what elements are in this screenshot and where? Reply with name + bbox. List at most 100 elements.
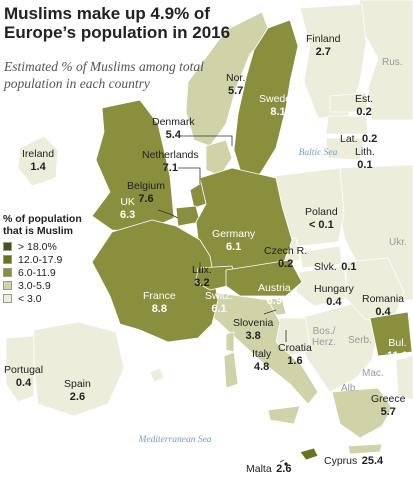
- country-slovakia: [299, 245, 343, 269]
- label-poland: Poland < 0.1: [305, 206, 338, 232]
- country-name: Malta: [246, 463, 272, 475]
- country-name: Slovenia: [233, 317, 274, 329]
- country-value: 0.2: [356, 106, 372, 118]
- country-turkey-east: [395, 354, 413, 401]
- legend-swatch: [3, 281, 12, 290]
- country-sardinia: [223, 351, 239, 389]
- country-value: 4.8: [253, 361, 270, 373]
- country-spain-islands: [149, 367, 165, 383]
- label-portugal: Portugal 0.4: [4, 364, 43, 390]
- label-ireland: Ireland 1.4: [22, 148, 54, 174]
- label-spain: Spain 2.6: [64, 378, 91, 404]
- country-name: France: [143, 290, 176, 302]
- country-value: 8.1: [270, 106, 286, 118]
- dot-malta: [284, 462, 288, 466]
- country-value: 1.4: [30, 161, 46, 173]
- country-value: 6.1: [225, 241, 242, 253]
- label-finland: Finland 2.7: [306, 33, 340, 59]
- label-luxembourg: Lux. 3.2: [192, 264, 212, 290]
- country-name: Netherlands: [142, 149, 199, 161]
- country-latvia: [325, 115, 369, 135]
- label-romania: Romania 0.4: [362, 293, 404, 319]
- country-name: Finland: [306, 33, 341, 45]
- label-switzerland: Switz. 6.1: [205, 290, 233, 316]
- label-baltic-sea: Baltic Sea: [298, 148, 338, 158]
- label-austria: Austria 6.9: [258, 282, 291, 308]
- country-name: Germany: [212, 228, 256, 240]
- legend-swatch: [3, 255, 12, 264]
- country-shapes: [5, 0, 413, 461]
- country-value: 3.8: [245, 330, 261, 342]
- legend-swatch: [3, 268, 12, 277]
- country-value: 7.1: [162, 162, 178, 174]
- country-name: Bul.: [388, 337, 407, 349]
- country-value: 0.4: [326, 296, 342, 308]
- country-value: 6.1: [211, 303, 227, 315]
- country-greece: [331, 387, 393, 439]
- country-value: 6.9: [266, 295, 282, 307]
- country-value: 0.4: [15, 377, 32, 389]
- label-slovakia: Slvk. 0.1: [314, 259, 357, 274]
- country-name: Portugal: [4, 364, 44, 376]
- country-sweden: [233, 19, 299, 177]
- country-estonia: [329, 92, 369, 113]
- label-norway: Nor. 5.7: [226, 72, 245, 98]
- country-value: 0.1: [341, 261, 357, 273]
- leader-belgium: [157, 209, 179, 219]
- country-name: Greece: [371, 393, 406, 405]
- country-value: 5.7: [380, 406, 396, 418]
- label-mediterranean-sea: Mediterranean Sea: [138, 435, 212, 445]
- leader-malta: [279, 459, 285, 463]
- country-name: Belgium: [127, 180, 165, 192]
- country-value: < 0.1: [308, 219, 334, 231]
- country-value: 0.2: [277, 258, 294, 270]
- label-bosnia: Bos./ Herz.: [312, 326, 336, 348]
- country-name: Lith.: [355, 146, 375, 158]
- country-value: 5.4: [165, 129, 181, 141]
- leader-slovenia: [263, 309, 277, 315]
- country-name: Sweden: [259, 93, 297, 105]
- country-value: 5.7: [227, 85, 244, 97]
- country-name: Croatia: [278, 342, 312, 354]
- country-value: 2.6: [69, 391, 86, 403]
- country-value: 0.1: [357, 159, 373, 171]
- country-name: UK: [120, 196, 135, 208]
- country-name: Lat.: [340, 133, 358, 145]
- label-slovenia: Slovenia 3.8: [233, 317, 273, 343]
- country-value: 0.4: [375, 306, 391, 318]
- leader-denmark: [176, 135, 233, 146]
- legend-swatch: [3, 242, 12, 251]
- label-lithuania: Lith. 0.1: [355, 146, 375, 172]
- label-albania: Alb.: [341, 383, 359, 394]
- country-name: Spain: [64, 378, 91, 390]
- legend-title: % of population that is Muslim: [3, 213, 82, 237]
- country-name: Poland: [305, 206, 338, 218]
- country-greece-crete: [347, 443, 383, 455]
- country-name: Italy: [252, 348, 272, 360]
- country-cyprus: [299, 447, 319, 461]
- legend-label: 6.0-11.9: [18, 266, 56, 279]
- country-name: Switz.: [205, 290, 234, 302]
- legend-item: 12.0-17.9: [3, 253, 98, 266]
- country-value: 0.2: [361, 133, 378, 145]
- legend-item: 6.0-11.9: [3, 266, 98, 279]
- label-macedonia: Mac.: [362, 368, 384, 379]
- label-germany: Germany 6.1: [212, 228, 255, 254]
- label-estonia: Est. 0.2: [355, 93, 373, 119]
- legend-label: 3.0-5.9: [18, 279, 51, 292]
- label-belgium: Belgium 7.6: [127, 180, 165, 206]
- country-value: 1.6: [287, 355, 303, 367]
- label-denmark: Denmark 5.4: [152, 116, 195, 142]
- country-portugal: [5, 335, 35, 403]
- country-value: 8.8: [151, 303, 167, 315]
- label-croatia: Croatia 1.6: [278, 342, 312, 368]
- map-subtitle: Estimated % of Muslims among total popul…: [4, 59, 204, 91]
- label-czech: Czech R. 0.2: [264, 245, 307, 271]
- country-name: Lux.: [192, 264, 212, 276]
- legend: % of population that is Muslim > 18.0% 1…: [3, 213, 98, 305]
- country-name: Cyprus: [324, 455, 358, 467]
- legend-item: 3.0-5.9: [3, 279, 98, 292]
- country-name: Romania: [362, 293, 405, 305]
- label-ukraine: Ukr.: [389, 237, 407, 248]
